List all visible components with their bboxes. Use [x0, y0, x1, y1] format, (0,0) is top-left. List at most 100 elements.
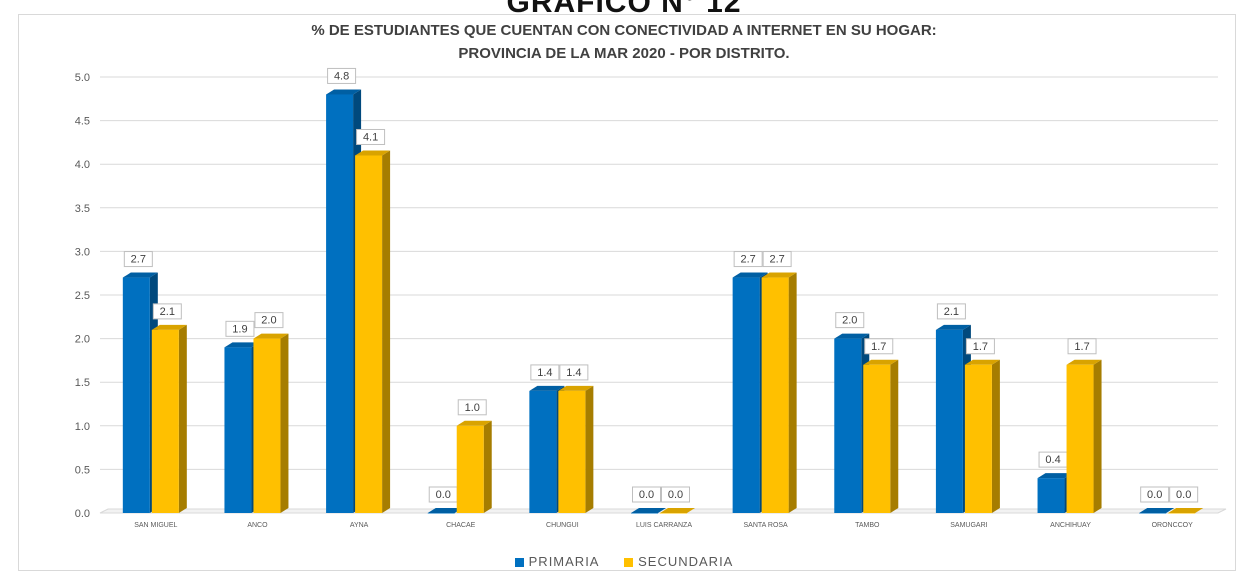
bar-top — [253, 333, 289, 339]
data-label-box — [762, 251, 792, 268]
data-label: 1.4 — [537, 367, 552, 379]
bar-top — [1066, 359, 1102, 365]
bar-front — [732, 277, 760, 513]
x-tick-label: TAMBO — [855, 522, 880, 529]
bar-front — [456, 425, 484, 513]
data-label: 2.1 — [944, 306, 959, 318]
bar-primaria — [631, 508, 666, 514]
bar-front — [631, 513, 658, 514]
y-tick-label: 4.0 — [75, 159, 90, 171]
bar-top — [427, 508, 463, 513]
bar-side — [280, 333, 289, 513]
bar-top — [631, 508, 666, 513]
bar-top — [935, 324, 971, 330]
data-label: 1.7 — [973, 341, 988, 353]
data-label-box — [327, 67, 357, 84]
data-label-box — [965, 338, 995, 355]
bar-top — [863, 359, 899, 365]
bar-primaria — [427, 508, 463, 514]
y-tick-label: 3.5 — [75, 203, 90, 215]
x-tick-label: LUIS CARRANZA — [636, 522, 692, 529]
data-label: 2.1 — [160, 306, 175, 318]
data-label-box — [225, 320, 255, 337]
data-label: 0.0 — [1176, 489, 1191, 501]
x-tick-label: CHUNGUI — [546, 522, 579, 529]
x-tick-label: SAN MIGUEL — [134, 522, 177, 529]
x-tick-label: SAMUGARI — [950, 522, 987, 529]
y-tick-label: 3.0 — [75, 246, 90, 258]
bar-secundaria — [558, 385, 594, 513]
bar-side — [178, 324, 187, 513]
bar-top — [1168, 508, 1204, 513]
bar-top — [558, 385, 594, 391]
bar-secundaria — [1168, 508, 1204, 514]
data-label-box — [1140, 486, 1170, 503]
data-label-box — [733, 251, 763, 268]
data-label: 2.7 — [131, 254, 146, 266]
data-label: 0.0 — [668, 489, 683, 501]
data-label-box — [254, 312, 284, 329]
bar-top — [151, 324, 187, 330]
data-label: 0.0 — [436, 489, 451, 501]
data-label: 2.0 — [842, 315, 857, 327]
bar-secundaria — [863, 359, 899, 513]
data-label: 4.8 — [334, 70, 349, 82]
bar-top — [1139, 508, 1175, 513]
legend-swatch-secundaria — [624, 558, 634, 568]
data-label: 1.9 — [232, 323, 247, 335]
data-label: 1.4 — [566, 367, 581, 379]
y-tick-label: 5.0 — [75, 72, 90, 84]
bar-top — [660, 508, 695, 513]
bar-top — [964, 359, 1000, 365]
bar-primaria — [1139, 508, 1175, 514]
data-label: 2.7 — [740, 254, 755, 266]
bar-front — [1168, 513, 1196, 514]
data-label: 0.0 — [639, 489, 654, 501]
bar-front — [122, 277, 150, 513]
bar-side — [382, 150, 391, 514]
data-label: 0.0 — [1147, 489, 1162, 501]
bar-front — [224, 347, 252, 513]
chart-title-line-1: % DE ESTUDIANTES QUE CUENTAN CON CONECTI… — [311, 22, 937, 39]
x-tick-label: ANCO — [247, 522, 268, 529]
data-label: 4.1 — [363, 131, 378, 143]
x-tick-label: CHACAE — [446, 522, 476, 529]
x-tick-label: AYNA — [350, 522, 369, 529]
y-tick-label: 1.0 — [75, 421, 90, 433]
bar-front — [558, 390, 586, 513]
data-label-box — [356, 128, 386, 145]
data-label-box — [632, 486, 661, 503]
bar-side — [890, 359, 899, 513]
bar-top — [1037, 473, 1073, 479]
data-label: 1.7 — [1074, 341, 1089, 353]
bar-secundaria — [761, 272, 797, 513]
bar-top — [326, 89, 362, 95]
data-label-box — [1169, 486, 1199, 503]
bar-front — [834, 338, 862, 513]
bar-top — [732, 272, 768, 278]
bar-front — [529, 390, 557, 513]
bar-side — [991, 359, 1000, 513]
data-label: 2.7 — [769, 254, 784, 266]
y-tick-label: 4.5 — [75, 116, 90, 128]
bar-side — [788, 272, 797, 513]
bar-top — [355, 150, 391, 156]
data-label: 1.7 — [871, 341, 886, 353]
bar-front — [427, 513, 455, 514]
bar-front — [863, 364, 891, 513]
x-tick-label: ORONCCOY — [1152, 522, 1194, 529]
bar-front — [355, 155, 383, 514]
bar-top — [122, 272, 158, 278]
data-label: 2.0 — [261, 315, 276, 327]
bar-secundaria — [660, 508, 695, 514]
y-tick-label: 2.0 — [75, 334, 90, 346]
y-tick-label: 0.5 — [75, 464, 90, 476]
bar-secundaria — [456, 420, 492, 513]
bar-secundaria — [253, 333, 289, 513]
data-label-box — [457, 399, 487, 416]
data-label-box — [661, 486, 690, 503]
legend-item-secundaria: SECUNDARIA — [624, 554, 733, 569]
bar-front — [935, 329, 963, 513]
bar-top — [761, 272, 797, 278]
bar-top — [456, 420, 492, 426]
